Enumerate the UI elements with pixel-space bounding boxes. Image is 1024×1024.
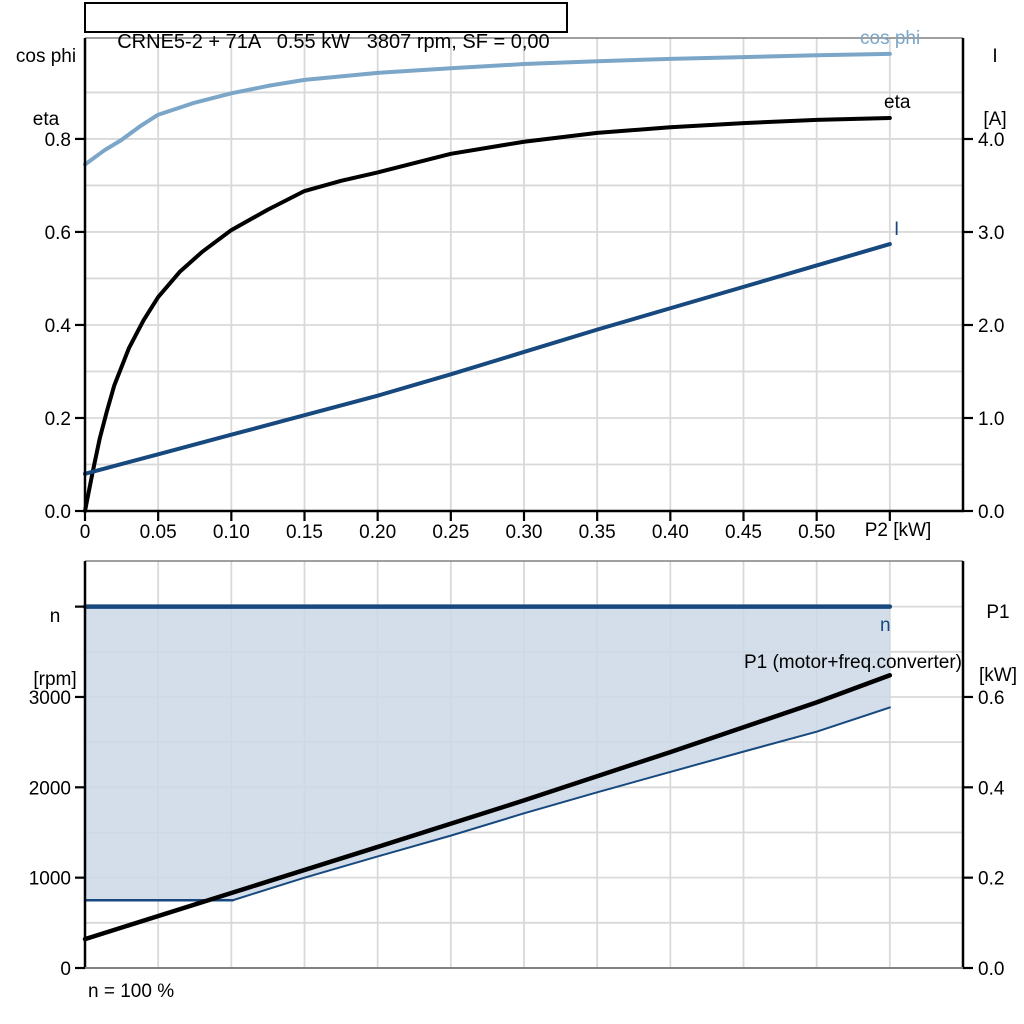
- current-unit-label: [A]: [983, 109, 1007, 130]
- series-speed-lower-boundary: [231, 706, 891, 902]
- p1-curve-label: P1 (motor+freq.converter): [743, 652, 962, 673]
- x-axis-title: P2 [kW]: [864, 520, 932, 541]
- speed-unit-label: [rpm]: [33, 669, 77, 690]
- series-i: [83, 242, 892, 476]
- speed-100-percent-annotation: n = 100 %: [88, 981, 175, 1002]
- chart-title-box: CRNE5-2 + 71A 0.55 kW 3807 rpm, SF = 0,0…: [84, 2, 568, 53]
- series-p1-motor-freq-converter-: [82, 673, 893, 942]
- right-axis-tick-label: 0.6: [978, 688, 1004, 709]
- x-axis-tick-label: 0.05: [140, 522, 177, 543]
- right-axis-tick-label: 2.0: [978, 316, 1004, 337]
- p1-axis-title: P1: [986, 602, 1010, 623]
- bottom-left-axis-title: n [rpm]: [25, 564, 85, 732]
- right-axis-tick-label: 1.0: [978, 409, 1004, 430]
- left-axis-tick-label: 2000: [29, 778, 71, 799]
- eta-curve-label: eta: [884, 92, 911, 113]
- right-axis-tick-label: 0.4: [978, 778, 1005, 799]
- right-axis-tick-label: 4.0: [978, 130, 1004, 151]
- x-axis-tick-label: 0.35: [579, 522, 616, 543]
- top-left-axis-title: cos phi eta: [4, 4, 88, 172]
- left-axis-tick-label: 0.8: [45, 130, 71, 151]
- x-axis-tick-label: 0: [80, 522, 91, 543]
- speed-axis-title: n: [49, 606, 61, 627]
- x-axis-tick-label: 0.30: [506, 522, 543, 543]
- p1-unit-label: [kW]: [979, 665, 1017, 686]
- left-axis-tick-label: 0.6: [45, 223, 71, 244]
- left-axis-tick-label: 0.2: [45, 409, 71, 430]
- n-curve-label: n: [880, 615, 891, 636]
- x-axis-tick-label: 0.10: [213, 522, 250, 543]
- left-axis-tick-label: 0: [60, 959, 71, 980]
- x-axis-tick-label: 0.50: [798, 522, 835, 543]
- x-axis-tick-label: 0.25: [432, 522, 469, 543]
- chart-title: CRNE5-2 + 71A 0.55 kW 3807 rpm, SF = 0,0…: [117, 31, 550, 53]
- x-axis-tick-label: 0.45: [725, 522, 762, 543]
- bottom-right-axis-title: P1 [kW]: [972, 560, 1024, 728]
- top-right-axis-title: I [A]: [971, 4, 1019, 172]
- right-axis-tick-label: 3.0: [978, 223, 1004, 244]
- series-cos-phi: [83, 51, 892, 167]
- eta-axis-title: eta: [32, 109, 60, 130]
- x-axis-tick-label: 0.20: [359, 522, 396, 543]
- right-axis-tick-label: 0.0: [978, 502, 1004, 523]
- x-axis-tick-label: 0.40: [652, 522, 689, 543]
- current-curve-label: I: [894, 219, 900, 240]
- cos-phi-curve-label: cos phi: [860, 28, 921, 49]
- left-axis-tick-label: 0.0: [45, 502, 71, 523]
- left-axis-tick-label: 1000: [29, 869, 71, 890]
- cos-phi-axis-title: cos phi: [15, 46, 77, 67]
- x-axis-tick-label: 0.15: [286, 522, 323, 543]
- right-axis-tick-label: 0.2: [978, 869, 1004, 890]
- current-axis-title: I: [992, 46, 998, 67]
- series-eta: [83, 115, 892, 513]
- left-axis-tick-label: 0.4: [45, 316, 72, 337]
- right-axis-tick-label: 0.0: [978, 959, 1004, 980]
- speed-range-area: [85, 606, 890, 901]
- left-axis-tick-label: 3000: [29, 688, 71, 709]
